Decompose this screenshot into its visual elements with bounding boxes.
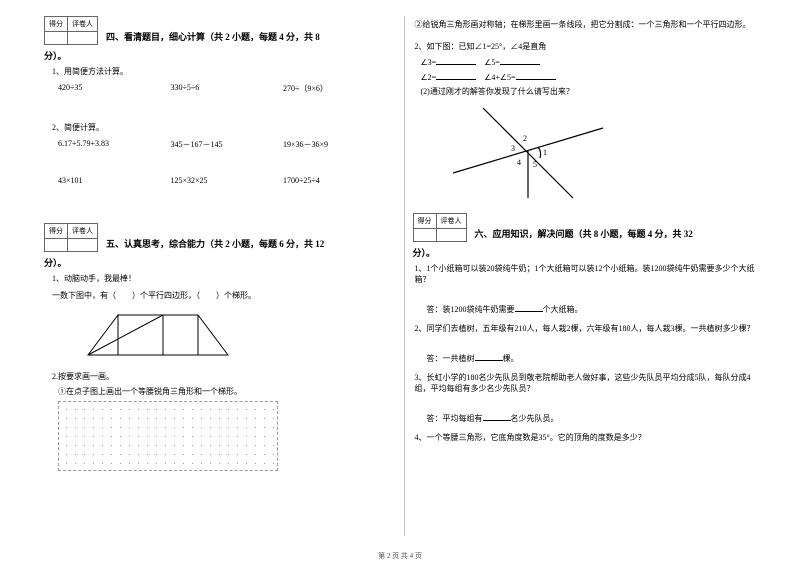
section-6-header: 得分 评卷人 六、应用知识，解决问题（共 8 小题，每题 4 分，共 32: [413, 213, 765, 242]
page-columns: 得分 评卷人 四、看清题目，细心计算（共 2 小题，每题 4 分，共 8 分）。…: [36, 16, 772, 536]
blank-6-2: [475, 352, 503, 361]
q4-2: 2、简便计算。: [52, 122, 396, 133]
section-4-title-b: 分）。: [44, 49, 396, 62]
blank-6-1: [515, 303, 543, 312]
left-column: 得分 评卷人 四、看清题目，细心计算（共 2 小题，每题 4 分，共 8 分）。…: [36, 16, 404, 536]
score-col-score: 得分: [413, 214, 436, 229]
blank-a45: [516, 71, 556, 80]
trapezoid-figure: [68, 305, 248, 365]
score-col-grader: 评卷人: [436, 214, 466, 229]
right-column: ②给锐角三角形画对称轴；在梯形里画一条线段，把它分割成：一个三角形和一个平行四边…: [405, 16, 773, 536]
blank-a5: [500, 56, 540, 65]
angle-line-2: ∠2= ∠4+∠5=: [421, 71, 765, 82]
score-box-5: 得分 评卷人: [44, 223, 98, 252]
a6-1a: 答：装1200袋纯牛奶需要: [427, 305, 515, 314]
q6-1: 1、1个小纸箱可以装20袋纯牛奶；1个大纸箱可以装12个小纸箱。装1200袋纯牛…: [415, 263, 765, 285]
a45-label: ∠4+∠5=: [484, 73, 515, 82]
blank-a3: [436, 56, 476, 65]
expr-3b: 125×32×25: [171, 176, 284, 185]
a2-label: ∠2=: [421, 73, 437, 82]
a6-2a: 答：一共植树: [427, 354, 475, 363]
expr-1a: 420÷35: [58, 83, 171, 94]
q5-1-sub: 一数下图中，有（ ）个平行四边形，（ ）个梯形。: [52, 290, 396, 301]
blank-a2: [436, 71, 476, 80]
q5-2b-cont: ②给锐角三角形画对称轴；在梯形里画一条线段，把它分割成：一个三角形和一个平行四边…: [415, 19, 765, 30]
expr-row-1: 420÷35 330÷5÷6 270÷（9×6）: [58, 83, 396, 94]
score-box-6: 得分 评卷人: [413, 213, 467, 242]
angle-label-4: 4: [517, 158, 521, 167]
a6-3a: 答：平均每组有: [427, 414, 483, 423]
score-col-score: 得分: [45, 224, 68, 239]
angle-label-1: 1: [543, 148, 547, 157]
angle-label-3: 3: [511, 144, 515, 153]
section-5-header: 得分 评卷人 五、认真思考，综合能力（共 2 小题，每题 6 分，共 12: [44, 223, 396, 252]
a3-label: ∠3=: [421, 58, 437, 67]
expr-1b: 330÷5÷6: [171, 83, 284, 94]
q6-3: 3、长虹小学的180名少先队员到敬老院帮助老人做好事，这些少先队员平均分成5队，…: [415, 372, 765, 394]
q-angles: 2、如下图：已知∠1=25°，∠4是直角: [415, 41, 765, 52]
angle-label-2: 2: [523, 134, 527, 143]
section-5-title-a: 五、认真思考，综合能力（共 2 小题，每题 6 分，共 12: [106, 237, 324, 252]
section-6-title-a: 六、应用知识，解决问题（共 8 小题，每题 4 分，共 32: [475, 227, 693, 242]
angle-q2: (2)通过刚才的解答你发现了什么请写出来？: [421, 86, 765, 97]
q4-1: 1、用简便方法计算。: [52, 66, 396, 77]
expr-1c: 270÷（9×6）: [283, 83, 396, 94]
score-col-grader: 评卷人: [68, 17, 98, 32]
dot-grid: [58, 401, 278, 471]
expr-row-2: 6.17+5.79+3.83 345－167－145 19×36－36×9: [58, 139, 396, 150]
a6-2: 答：一共植树 棵。: [427, 352, 765, 364]
q5-2: 2.按要求画一画。: [52, 371, 396, 382]
q6-4: 4、一个等腰三角形，它底角度数是35°。它的顶角的度数是多少？: [415, 432, 765, 443]
q5-1: 1、动脑动手，我最棒！: [52, 273, 396, 284]
expr-3c: 1700÷25÷4: [283, 176, 396, 185]
q5-2a: ①在点子图上画出一个等腰锐角三角形和一个梯形。: [58, 386, 396, 397]
a6-1b: 个大纸箱。: [543, 305, 583, 314]
angle-line-1: ∠3= ∠5=: [421, 56, 765, 67]
score-col-grader: 评卷人: [68, 224, 98, 239]
angle-figure: 2 3 4 5 1: [443, 103, 613, 203]
a6-1: 答：装1200袋纯牛奶需要 个大纸箱。: [427, 303, 765, 315]
expr-2c: 19×36－36×9: [283, 139, 396, 150]
q6-2: 2、同学们去植树，五年级有210人，每人栽2棵，六年级有180人，每人栽3棵。一…: [415, 323, 765, 334]
section-6-title-b: 分）。: [413, 246, 765, 259]
angle-label-5: 5: [533, 160, 537, 169]
a6-2b: 棵。: [503, 354, 519, 363]
score-col-score: 得分: [45, 17, 68, 32]
blank-6-3: [483, 412, 511, 421]
a6-3: 答：平均每组有 名少先队员。: [427, 412, 765, 424]
page-footer: 第 2 页 共 4 页: [0, 551, 800, 561]
expr-2b: 345－167－145: [171, 139, 284, 150]
expr-row-3: 43×101 125×32×25 1700÷25÷4: [58, 176, 396, 185]
section-5-title-b: 分）。: [44, 256, 396, 269]
section-4-header: 得分 评卷人 四、看清题目，细心计算（共 2 小题，每题 4 分，共 8: [44, 16, 396, 45]
score-box: 得分 评卷人: [44, 16, 98, 45]
expr-2a: 6.17+5.79+3.83: [58, 139, 171, 150]
a6-3b: 名少先队员。: [511, 414, 559, 423]
expr-3a: 43×101: [58, 176, 171, 185]
section-4-title-a: 四、看清题目，细心计算（共 2 小题，每题 4 分，共 8: [106, 30, 320, 45]
a5-label: ∠5=: [484, 58, 500, 67]
